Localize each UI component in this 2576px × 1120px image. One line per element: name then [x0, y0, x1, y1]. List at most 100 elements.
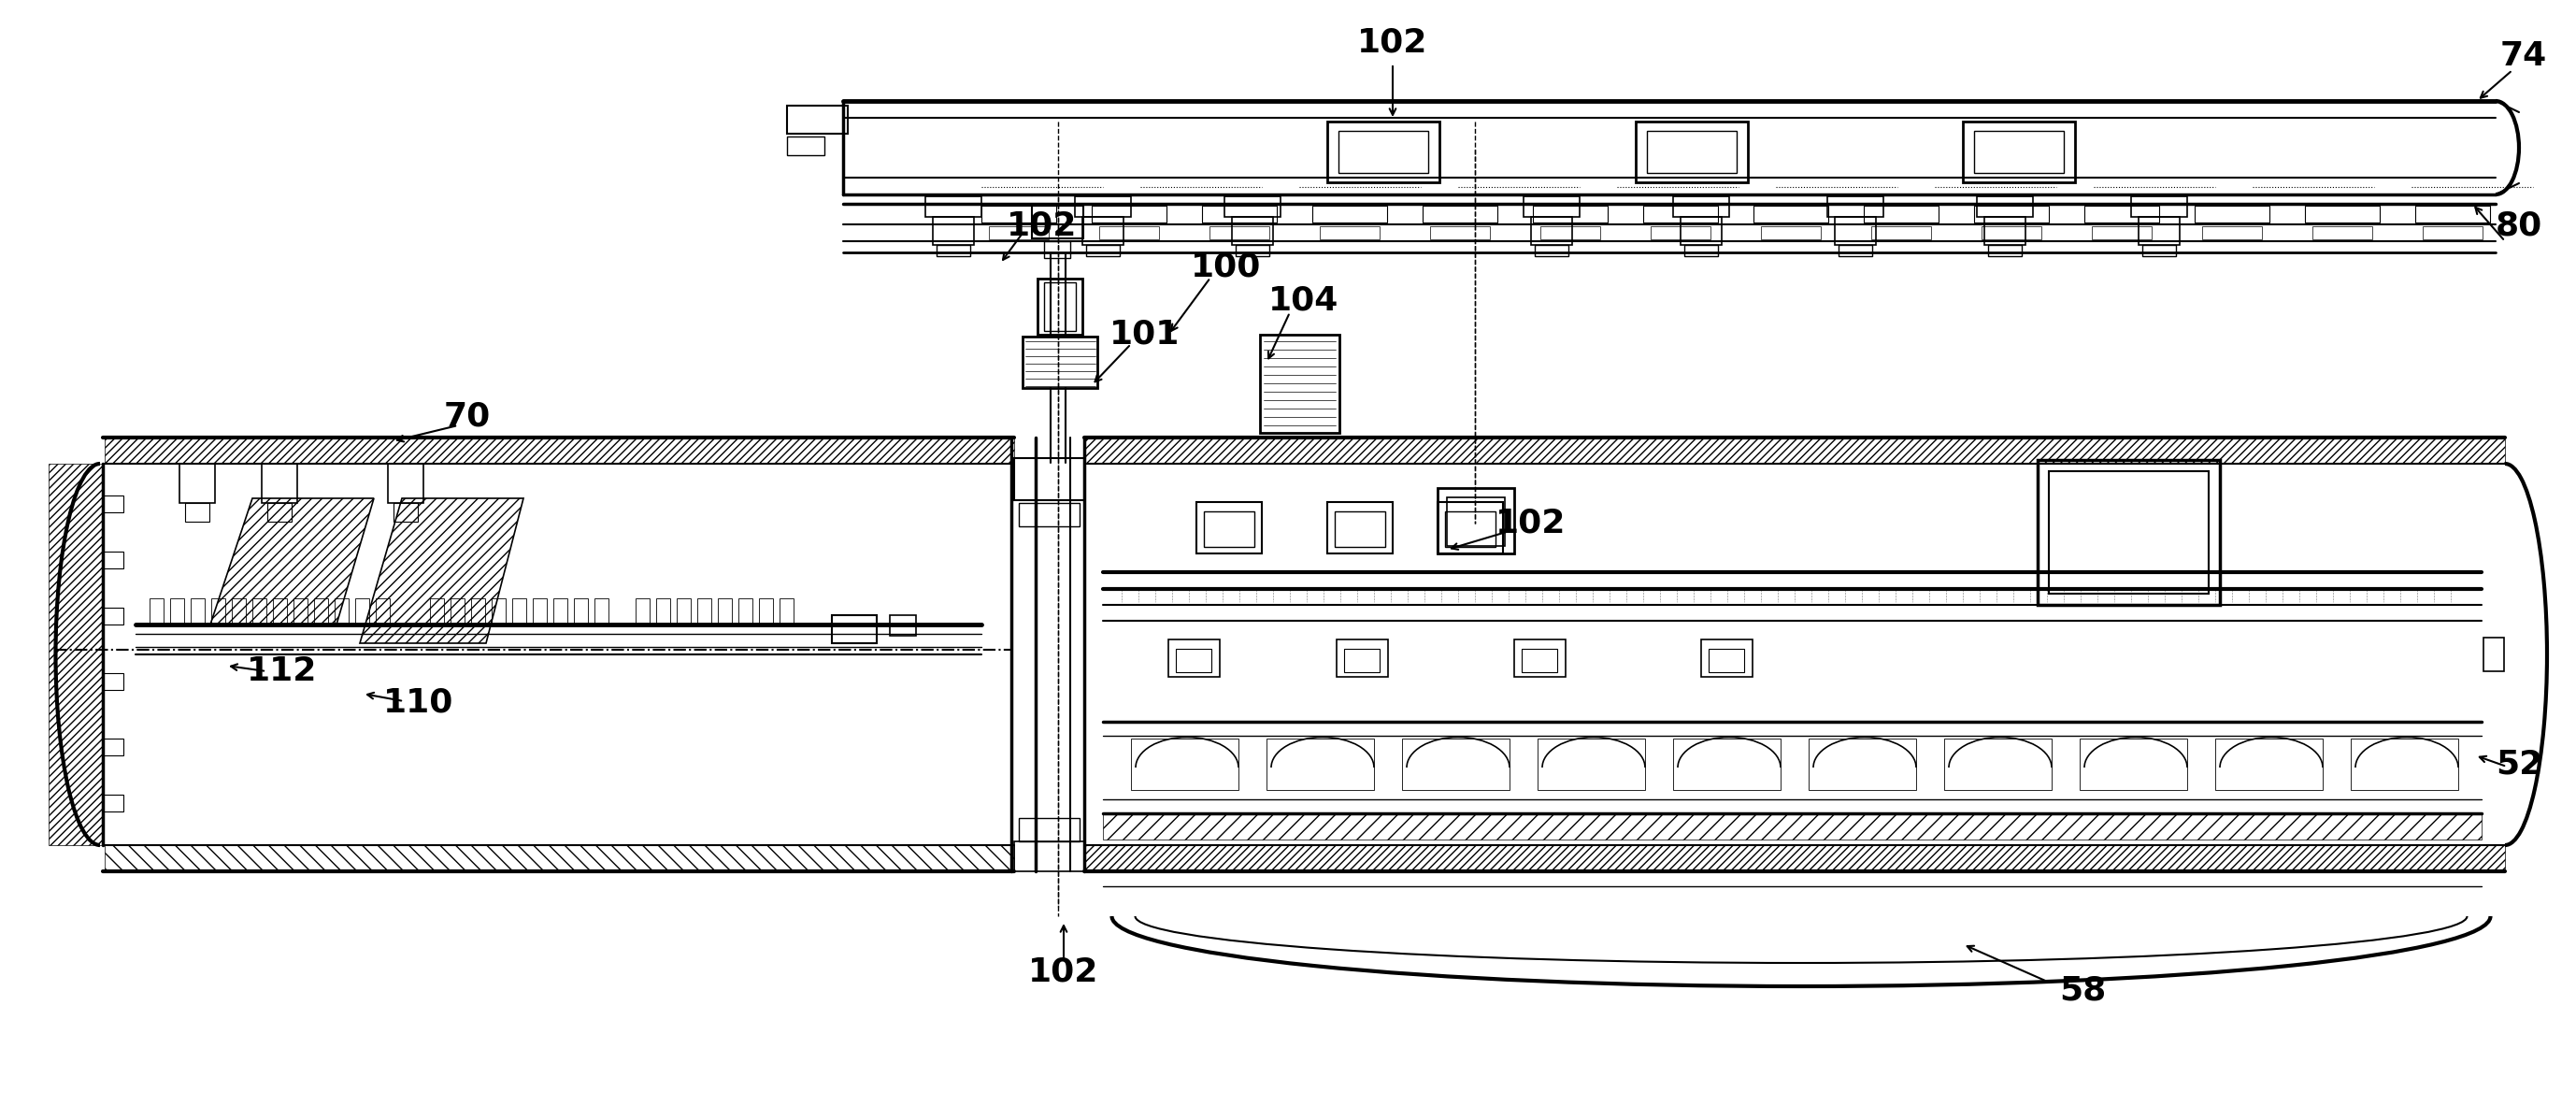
Bar [1448, 497, 1504, 545]
Bar [2202, 226, 2262, 240]
Bar [314, 598, 327, 625]
Bar [2313, 226, 2372, 240]
Bar [925, 196, 981, 217]
Text: 100: 100 [1190, 251, 1262, 282]
Bar [1808, 738, 1917, 790]
Bar [268, 503, 291, 522]
Bar [1015, 841, 1084, 871]
Bar [1401, 738, 1510, 790]
Bar [294, 598, 307, 625]
Bar [1538, 738, 1646, 790]
Bar [739, 598, 752, 625]
Bar [1437, 488, 1515, 553]
Bar [273, 598, 286, 625]
Bar [1015, 458, 1084, 501]
Bar [1334, 512, 1386, 547]
Bar [376, 598, 389, 625]
Bar [1963, 122, 2076, 183]
Bar [1984, 217, 2025, 245]
Bar [1092, 206, 1167, 223]
Bar [2130, 196, 2187, 217]
Bar [492, 598, 505, 625]
Text: 70: 70 [443, 400, 492, 432]
Bar [1989, 245, 2022, 256]
Bar [2352, 738, 2458, 790]
Bar [513, 598, 526, 625]
Bar [1203, 512, 1255, 547]
Bar [1082, 217, 1123, 245]
Bar [149, 598, 162, 625]
Bar [1672, 196, 1728, 217]
Bar [933, 217, 974, 245]
Bar [1515, 640, 1566, 676]
Bar [781, 598, 793, 625]
Bar [1195, 502, 1262, 553]
Text: 104: 104 [1267, 286, 1340, 317]
Text: 52: 52 [2496, 749, 2543, 781]
Text: 102: 102 [1028, 956, 1100, 988]
Bar [106, 846, 1015, 871]
Bar [1430, 226, 1489, 240]
Bar [636, 598, 649, 625]
Bar [989, 226, 1048, 240]
Bar [1340, 131, 1427, 172]
Bar [1100, 226, 1159, 240]
Bar [2092, 226, 2151, 240]
Bar [1976, 196, 2032, 217]
Bar [1870, 226, 1932, 240]
Bar [2421, 226, 2483, 240]
Bar [1327, 502, 1394, 553]
Bar [832, 615, 876, 643]
Bar [106, 438, 1015, 464]
Bar [2143, 245, 2177, 256]
Bar [103, 551, 124, 569]
Bar [2416, 206, 2491, 223]
Bar [533, 598, 546, 625]
Bar [355, 598, 368, 625]
Bar [760, 598, 773, 625]
Bar [1087, 245, 1121, 256]
Bar [1084, 438, 2504, 464]
Bar [2483, 637, 2504, 671]
Bar [1020, 818, 1079, 841]
Bar [2079, 738, 2187, 790]
Bar [1643, 206, 1718, 223]
Bar [1337, 640, 1388, 676]
Bar [1522, 648, 1556, 672]
Bar [1685, 245, 1718, 256]
Bar [252, 598, 265, 625]
Bar [574, 598, 587, 625]
Bar [1708, 648, 1744, 672]
Bar [1973, 206, 2048, 223]
Text: 102: 102 [1497, 507, 1566, 540]
Text: 102: 102 [1007, 211, 1077, 242]
Bar [180, 464, 214, 503]
Bar [1345, 648, 1381, 672]
Bar [1170, 640, 1221, 676]
Bar [191, 598, 204, 625]
Bar [1973, 131, 2063, 172]
Bar [1865, 206, 1940, 223]
Bar [889, 615, 917, 636]
Bar [1267, 738, 1373, 790]
Bar [788, 105, 848, 133]
Bar [1023, 337, 1097, 388]
Bar [1646, 131, 1736, 172]
Bar [1038, 279, 1082, 335]
Bar [1700, 640, 1752, 676]
Bar [2048, 472, 2208, 594]
Bar [1535, 245, 1569, 256]
Bar [1981, 226, 2040, 240]
Bar [1260, 335, 1340, 432]
Bar [2138, 217, 2179, 245]
Bar [1020, 503, 1079, 526]
Bar [389, 464, 422, 503]
Bar [1231, 217, 1273, 245]
Bar [657, 598, 670, 625]
Bar [2195, 206, 2269, 223]
Bar [1437, 502, 1502, 553]
Bar [1043, 282, 1077, 330]
Bar [471, 598, 484, 625]
Bar [1651, 226, 1710, 240]
Bar [1533, 206, 1607, 223]
